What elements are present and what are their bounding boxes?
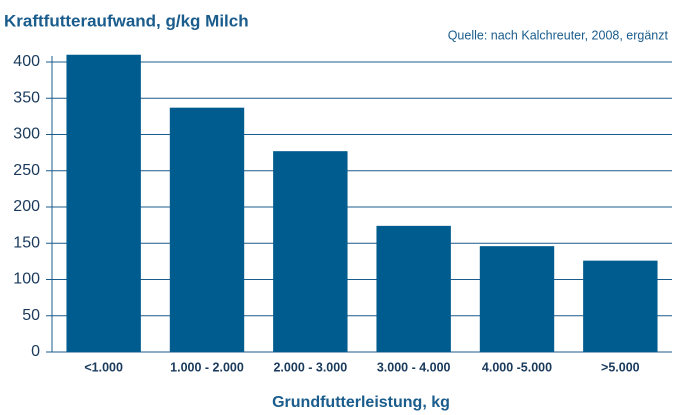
y-tick-label: 300 <box>13 126 40 143</box>
bar <box>169 107 245 352</box>
x-tick-label: >5.000 <box>601 360 640 374</box>
bar <box>66 54 141 352</box>
chart-title: Kraftfutteraufwand, g/kg Milch <box>4 11 249 30</box>
x-tick-label: 3.000 - 4.000 <box>377 360 451 374</box>
y-tick-label: 100 <box>13 271 40 288</box>
y-tick-label: 150 <box>13 234 40 251</box>
bar <box>583 260 658 352</box>
source-note: Quelle: nach Kalchreuter, 2008, ergänzt <box>448 28 669 42</box>
y-tick-label: 0 <box>31 343 40 360</box>
bar <box>479 246 555 352</box>
x-tick-label: 4.000 -5.000 <box>482 360 552 374</box>
bar <box>273 151 348 352</box>
y-tick-label: 200 <box>13 198 40 215</box>
x-tick-label: <1.000 <box>84 360 123 374</box>
y-tick-label: 350 <box>13 89 40 106</box>
x-tick-label: 2.000 - 3.000 <box>273 360 347 374</box>
y-tick-label: 50 <box>22 307 40 324</box>
x-tick-label: 1.000 - 2.000 <box>170 360 244 374</box>
x-axis-title: Grundfutterleistung, kg <box>272 394 450 411</box>
bar <box>376 225 451 352</box>
y-tick-label: 250 <box>13 162 40 179</box>
y-tick-label: 400 <box>13 53 40 70</box>
